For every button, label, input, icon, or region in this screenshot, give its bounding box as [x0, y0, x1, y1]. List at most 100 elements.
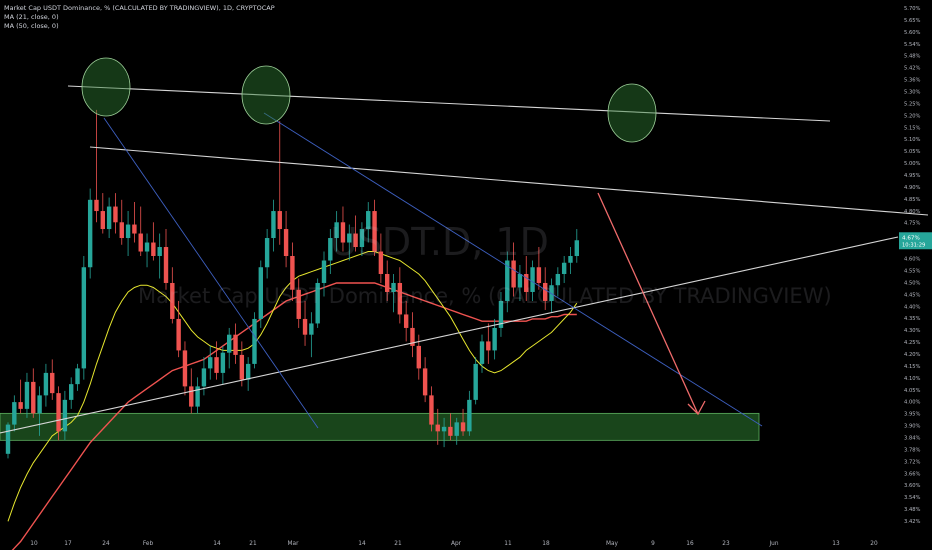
y-tick-label: 3.48% [904, 507, 921, 513]
y-tick-label: 5.36% [904, 78, 921, 84]
candle-body [182, 350, 188, 387]
x-tick-label: May [606, 541, 619, 547]
y-tick-label: 4.80% [904, 209, 921, 215]
y-tick-label: 5.30% [904, 90, 921, 96]
candle-body [321, 260, 327, 283]
x-tick-label: 24 [102, 541, 110, 547]
x-tick-label: 11 [504, 541, 512, 547]
y-tick-label: 3.72% [904, 459, 921, 465]
candle-body [366, 211, 371, 230]
candle-body [460, 422, 466, 432]
candle-body [334, 222, 339, 239]
candle-body [359, 229, 365, 248]
candle-body [69, 384, 74, 400]
candle-body [87, 199, 93, 268]
highlight-circle-2 [241, 65, 291, 125]
candle-body [561, 262, 567, 274]
x-tick-label: 14 [213, 541, 221, 547]
highlight-circle-1 [81, 57, 131, 117]
candle-body [163, 247, 169, 283]
candle-body [549, 285, 554, 301]
candle-body [302, 318, 308, 335]
x-tick-label: 21 [394, 541, 402, 547]
x-tick-label: 18 [542, 541, 550, 547]
candle-body [479, 341, 485, 364]
x-tick-label: 21 [249, 541, 257, 547]
candle-body [214, 357, 219, 373]
y-tick-label: 4.90% [904, 185, 921, 191]
candle-body [233, 334, 238, 355]
candle-body [517, 273, 523, 288]
candle-body [125, 224, 131, 239]
x-tick-label: 13 [832, 541, 840, 547]
candle-body [290, 256, 295, 290]
x-tick-label: 14 [358, 541, 366, 547]
blue-trendline-right [263, 112, 763, 427]
candle-body [397, 282, 403, 315]
candle-body [530, 267, 535, 292]
candle-body [43, 372, 49, 396]
candle-body [391, 282, 396, 292]
candle-body [5, 424, 11, 454]
y-tick-label: 3.66% [904, 471, 921, 477]
y-tick-label: 4.75% [904, 221, 921, 227]
y-tick-label: 5.54% [904, 42, 921, 48]
ma50-legend[interactable]: MA (50, close, 0) [4, 22, 59, 30]
candle-body [271, 211, 276, 239]
price-badge-countdown: 10:31:29 [902, 242, 925, 248]
symbol-title[interactable]: Market Cap USDT Dominance, % (CALCULATED… [4, 4, 275, 12]
candle-body [75, 368, 80, 385]
y-tick-label: 3.84% [904, 435, 921, 441]
candle-body [296, 289, 301, 319]
price-badge [899, 232, 932, 250]
y-tick-label: 5.48% [904, 54, 921, 60]
y-tick-label: 5.00% [904, 161, 921, 167]
candle-body [31, 381, 36, 414]
candle-body [100, 211, 105, 230]
candle-body [18, 402, 23, 409]
candle-body [435, 424, 440, 432]
candle-body [347, 233, 352, 243]
y-tick-label: 5.10% [904, 137, 921, 143]
ma21-legend[interactable]: MA (21, close, 0) [4, 13, 59, 21]
y-tick-label: 4.45% [904, 292, 921, 298]
candle-body [568, 256, 573, 263]
candle-body [195, 386, 200, 407]
candle-body [106, 206, 112, 230]
candle-body [467, 399, 472, 432]
descending-trendline [89, 146, 929, 216]
y-tick-label: 3.78% [904, 447, 921, 453]
candle-body [113, 206, 118, 223]
x-tick-label: Feb [143, 541, 154, 547]
candle-body [309, 323, 314, 335]
candle-body [403, 314, 409, 328]
x-tick-label: Mar [288, 541, 300, 547]
y-tick-label: 4.05% [904, 388, 921, 394]
y-tick-label: 4.00% [904, 400, 921, 406]
y-tick-label: 4.85% [904, 197, 921, 203]
candle-body [12, 402, 17, 425]
y-tick-label: 5.65% [904, 18, 921, 24]
drawing-tools-layer [0, 57, 929, 434]
candlestick-layer [5, 109, 579, 459]
candle-body [138, 233, 143, 252]
candle-body [208, 357, 213, 369]
candle-body [220, 352, 226, 373]
candle-body [505, 260, 510, 301]
y-tick-label: 4.30% [904, 328, 921, 334]
support-zone-layer [0, 412, 760, 441]
y-tick-label: 3.60% [904, 483, 921, 489]
candle-body [454, 422, 459, 436]
candle-body [258, 267, 263, 319]
candle-body [536, 267, 542, 283]
candle-body [62, 399, 68, 432]
x-tick-label: 20 [870, 541, 878, 547]
candle-body [353, 233, 358, 248]
y-tick-label: 3.90% [904, 424, 921, 430]
ascending-support-trendline [0, 236, 899, 434]
x-tick-label: 17 [64, 541, 72, 547]
price-badge-value: 4.67% [902, 235, 920, 241]
y-tick-label: 4.55% [904, 268, 921, 274]
candle-body [170, 282, 175, 319]
